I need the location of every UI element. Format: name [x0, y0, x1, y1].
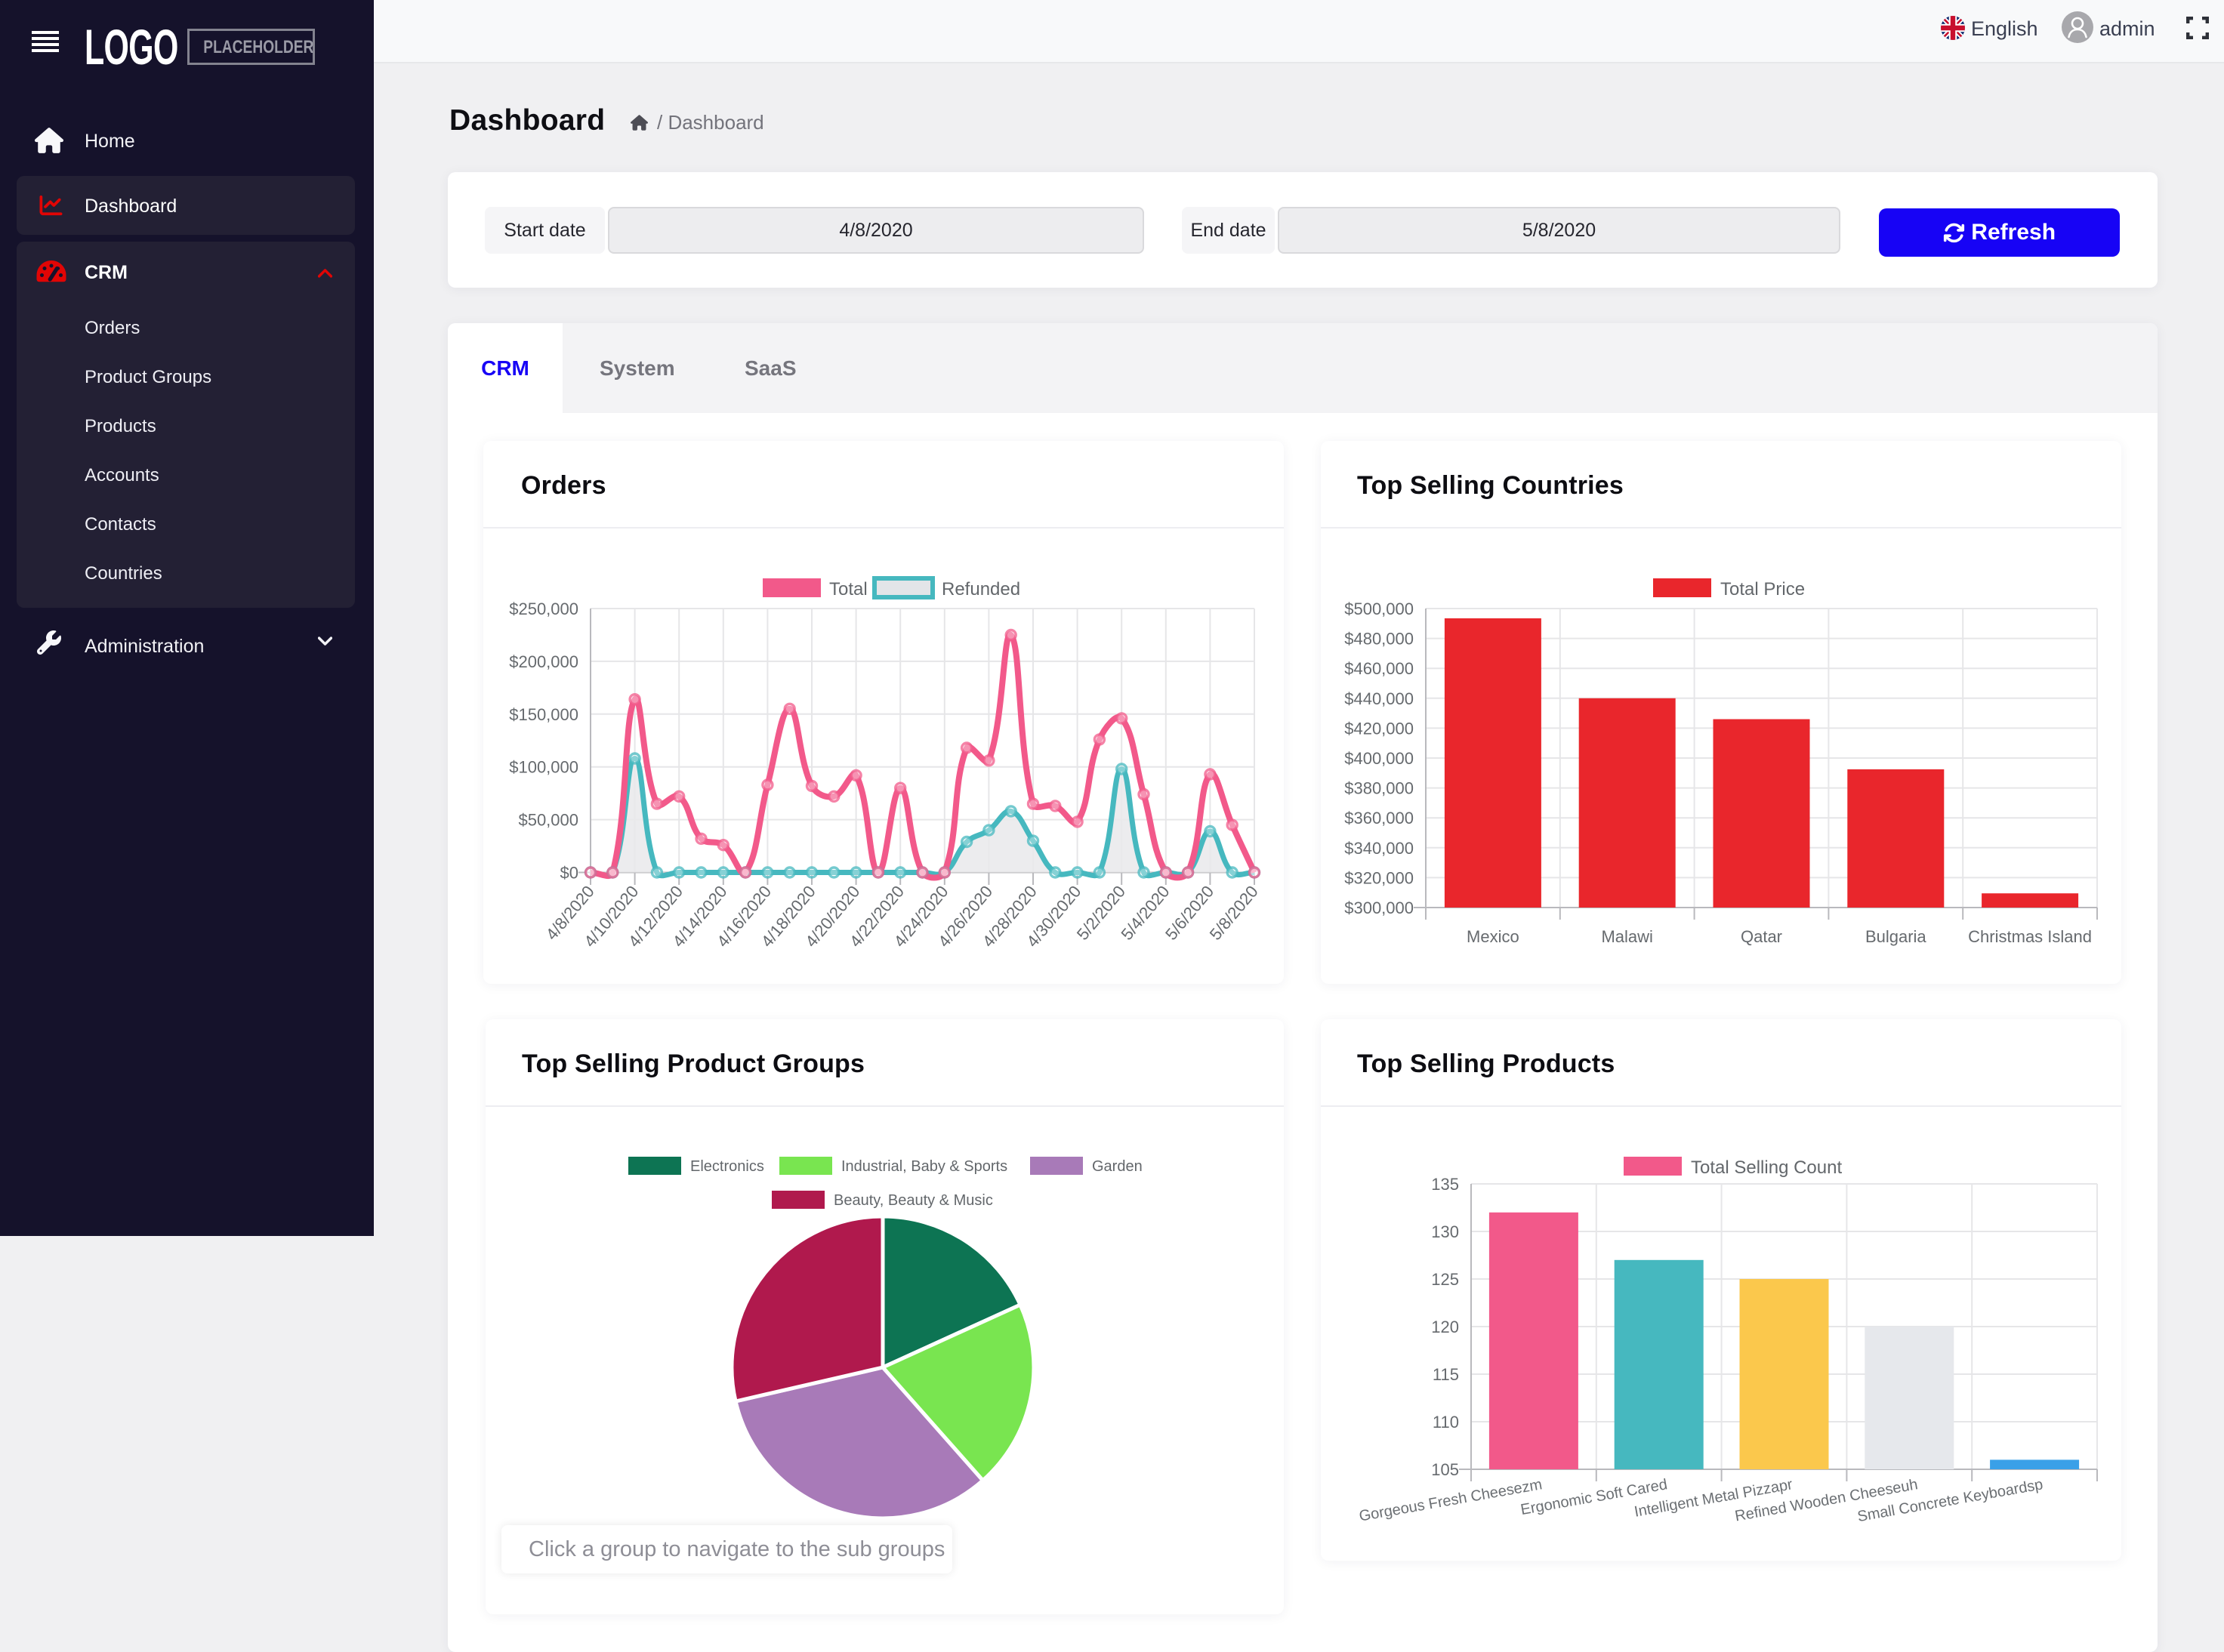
svg-text:105: 105	[1431, 1460, 1459, 1479]
svg-text:Mexico: Mexico	[1467, 927, 1519, 946]
svg-text:Bulgaria: Bulgaria	[1865, 927, 1926, 946]
svg-text:Garden: Garden	[1092, 1158, 1143, 1175]
svg-text:$460,000: $460,000	[1344, 659, 1414, 678]
svg-text:$100,000: $100,000	[509, 758, 578, 777]
svg-text:Total Selling Count: Total Selling Count	[1691, 1157, 1842, 1178]
svg-text:110: 110	[1433, 1413, 1459, 1432]
svg-text:Refunded: Refunded	[942, 579, 1020, 599]
svg-text:$250,000: $250,000	[509, 599, 578, 618]
svg-text:5/8/2020: 5/8/2020	[1206, 882, 1262, 944]
svg-text:Electronics: Electronics	[690, 1158, 764, 1175]
svg-text:$150,000: $150,000	[509, 705, 578, 724]
svg-text:$480,000: $480,000	[1344, 630, 1414, 649]
svg-text:115: 115	[1433, 1365, 1459, 1384]
svg-text:Christmas Island: Christmas Island	[1968, 927, 2092, 946]
svg-text:Gorgeous Fresh Cheesezm: Gorgeous Fresh Cheesezm	[1358, 1476, 1544, 1524]
svg-text:$380,000: $380,000	[1344, 779, 1414, 798]
svg-text:130: 130	[1431, 1222, 1459, 1241]
svg-text:$340,000: $340,000	[1344, 839, 1414, 858]
svg-text:135: 135	[1431, 1175, 1459, 1194]
svg-text:Industrial, Baby & Sports: Industrial, Baby & Sports	[841, 1158, 1007, 1175]
svg-text:$50,000: $50,000	[518, 811, 578, 830]
svg-text:120: 120	[1431, 1318, 1459, 1336]
svg-text:Total Price: Total Price	[1720, 579, 1805, 599]
svg-text:$440,000: $440,000	[1344, 689, 1414, 708]
svg-text:$500,000: $500,000	[1344, 599, 1414, 618]
svg-text:Beauty, Beauty & Music: Beauty, Beauty & Music	[834, 1192, 993, 1209]
svg-text:$300,000: $300,000	[1344, 898, 1414, 917]
svg-text:125: 125	[1431, 1270, 1459, 1289]
svg-text:$400,000: $400,000	[1344, 749, 1414, 768]
svg-text:$0: $0	[560, 864, 578, 883]
svg-text:$360,000: $360,000	[1344, 809, 1414, 828]
svg-text:$200,000: $200,000	[509, 652, 578, 671]
svg-text:$320,000: $320,000	[1344, 868, 1414, 887]
svg-text:Malawi: Malawi	[1601, 927, 1652, 946]
svg-text:Qatar: Qatar	[1741, 927, 1782, 946]
svg-text:$420,000: $420,000	[1344, 719, 1414, 738]
svg-text:Total: Total	[829, 579, 868, 599]
